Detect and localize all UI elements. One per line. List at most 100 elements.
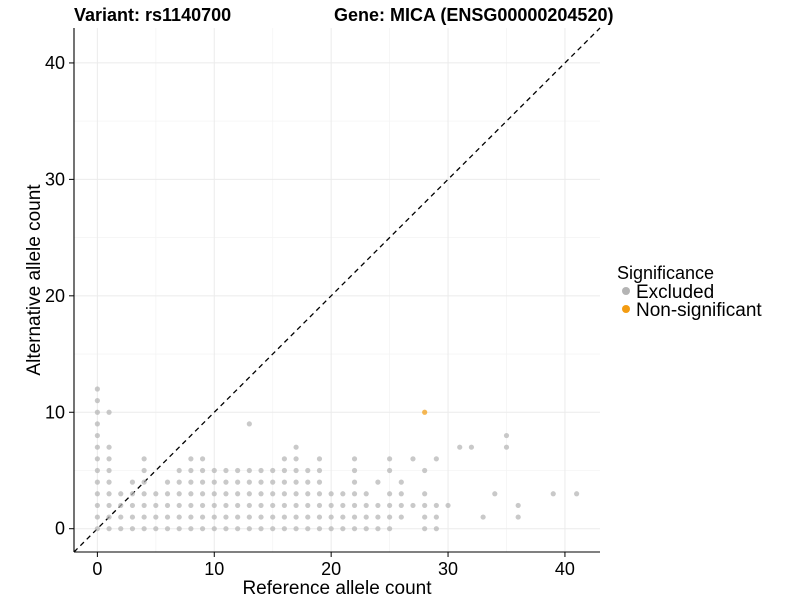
point-excluded — [515, 514, 521, 520]
point-excluded — [351, 514, 358, 520]
point-excluded — [246, 502, 252, 509]
point-excluded — [94, 479, 100, 485]
x-tick-label: 0 — [92, 559, 102, 579]
point-excluded — [387, 526, 393, 532]
point-excluded — [340, 491, 346, 497]
point-excluded — [270, 467, 276, 474]
point-excluded — [445, 502, 451, 509]
y-tick-label: 20 — [45, 286, 65, 306]
point-excluded — [281, 526, 287, 532]
point-excluded — [188, 467, 194, 474]
point-excluded — [305, 479, 311, 485]
point-excluded — [176, 467, 182, 474]
point-excluded — [141, 514, 147, 520]
point-excluded — [199, 526, 206, 532]
point-excluded — [281, 479, 287, 485]
point-excluded — [258, 526, 264, 532]
point-excluded — [316, 467, 323, 474]
point-excluded — [223, 514, 229, 520]
point-excluded — [106, 479, 112, 485]
point-excluded — [141, 456, 147, 462]
point-excluded — [223, 467, 229, 474]
point-excluded — [118, 491, 124, 497]
point-excluded — [340, 502, 346, 509]
point-excluded — [387, 467, 393, 474]
point-excluded — [94, 491, 100, 497]
point-excluded — [433, 526, 439, 532]
point-excluded — [199, 502, 206, 509]
point-excluded — [129, 502, 136, 509]
point-excluded — [106, 526, 112, 532]
point-excluded — [235, 479, 241, 485]
point-excluded — [398, 502, 404, 509]
y-tick-label: 40 — [45, 53, 65, 73]
point-excluded — [94, 409, 100, 415]
x-axis-ticks: 0 10 20 30 40 — [92, 552, 575, 579]
point-excluded — [94, 444, 100, 450]
point-excluded — [188, 491, 194, 497]
y-axis-label: Alternative allele count — [24, 184, 45, 376]
point-excluded — [422, 502, 428, 509]
point-excluded — [94, 432, 100, 439]
point-excluded — [340, 526, 346, 532]
point-excluded — [223, 502, 229, 509]
point-excluded — [141, 526, 147, 532]
point-excluded — [199, 479, 206, 485]
point-excluded — [340, 514, 346, 520]
point-excluded — [398, 514, 404, 520]
point-excluded — [270, 526, 276, 532]
point-excluded — [176, 502, 182, 509]
legend-label-non-significant: Non-significant — [636, 300, 762, 321]
point-excluded — [480, 514, 486, 520]
point-excluded — [328, 491, 334, 497]
point-excluded — [223, 479, 229, 485]
point-excluded — [351, 479, 358, 485]
point-excluded — [188, 502, 194, 509]
point-excluded — [164, 514, 171, 520]
point-excluded — [270, 479, 276, 485]
point-excluded — [305, 514, 311, 520]
legend-key-excluded — [622, 287, 630, 295]
point-excluded — [351, 502, 358, 509]
point-excluded — [351, 467, 358, 474]
point-non-significant — [422, 409, 428, 415]
point-excluded — [129, 479, 136, 485]
point-excluded — [235, 491, 241, 497]
point-excluded — [153, 526, 159, 532]
point-excluded — [363, 502, 369, 509]
point-excluded — [375, 479, 381, 485]
point-excluded — [106, 456, 112, 462]
y-tick-label: 0 — [55, 519, 65, 539]
legend: Significance Excluded Non-significant — [617, 263, 762, 321]
y-tick-label: 10 — [45, 402, 65, 422]
point-excluded — [94, 456, 100, 462]
x-tick-label: 40 — [555, 559, 575, 579]
point-excluded — [94, 398, 100, 404]
point-excluded — [351, 491, 358, 497]
point-excluded — [270, 502, 276, 509]
point-excluded — [176, 479, 182, 485]
point-excluded — [398, 491, 404, 497]
point-excluded — [106, 491, 112, 497]
point-excluded — [328, 526, 334, 532]
point-excluded — [188, 514, 194, 520]
point-excluded — [235, 526, 241, 532]
point-excluded — [422, 467, 428, 474]
x-tick-label: 20 — [321, 559, 341, 579]
point-excluded — [328, 502, 334, 509]
point-excluded — [211, 467, 217, 474]
point-excluded — [246, 467, 252, 474]
x-axis-label: Reference allele count — [242, 578, 432, 599]
point-excluded — [503, 444, 510, 450]
point-excluded — [293, 467, 299, 474]
point-excluded — [468, 444, 475, 450]
point-excluded — [433, 514, 439, 520]
point-excluded — [363, 526, 369, 532]
point-excluded — [398, 479, 404, 485]
point-excluded — [106, 467, 112, 474]
point-excluded — [387, 502, 393, 509]
point-excluded — [375, 502, 381, 509]
point-excluded — [293, 514, 299, 520]
point-excluded — [246, 526, 252, 532]
point-excluded — [351, 456, 358, 462]
